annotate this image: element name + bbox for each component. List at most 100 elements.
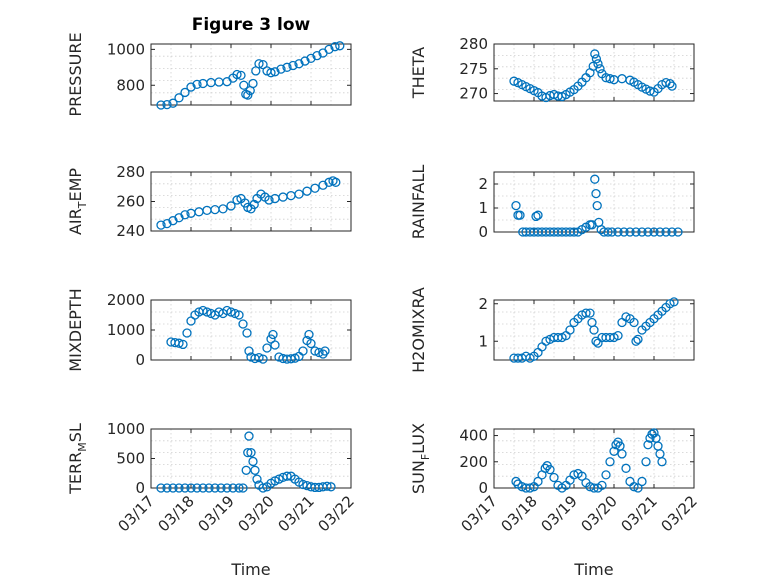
data-point [589,483,599,493]
x-axis-label-left: Time [230,560,270,579]
data-point [545,464,555,475]
data-point [186,483,196,493]
data-point [326,482,336,492]
data-point [238,319,248,329]
data-point [665,79,675,89]
data-point [581,308,591,318]
data-point [591,336,601,346]
data-point [657,457,667,467]
data-point [306,338,316,349]
data-point [204,483,214,493]
data-point [593,59,603,69]
data-point [156,100,166,110]
data-point [210,204,220,215]
x-tick-label: 03/21 [275,492,318,535]
data-point [238,483,248,493]
data-point [637,476,647,487]
data-point [625,476,635,487]
x-tick-label: 03/20 [578,492,621,535]
data-point [625,227,635,237]
data-point [198,305,208,316]
data-point [617,74,627,84]
data-point [239,80,249,90]
y-tick-label: 0 [135,479,145,497]
data-point [649,227,659,237]
y-axis-label: THETA [409,47,428,99]
data-point [156,483,166,493]
y-tick-label: 280 [116,163,145,181]
subplot-h2omixra: 1 2 H2OMIXRA [409,287,695,373]
data-point [243,447,253,458]
data-point [591,54,602,64]
data-point [540,463,550,473]
data-point [242,328,252,338]
data-point [248,456,258,467]
data-point [314,347,324,358]
data-point [655,227,665,237]
data-point [226,201,236,211]
y-tick-label: 200 [459,453,488,471]
data-point [226,307,236,317]
data-point [282,62,292,72]
y-tick-label: 0 [135,351,145,369]
y-tick-label: 1000 [107,420,145,438]
data-point [162,99,172,110]
y-tick-label: 240 [116,222,145,240]
data-point [324,177,334,187]
x-tick-label: 03/19 [195,492,238,535]
data-point [168,98,178,108]
data-point [244,431,254,441]
axes-box [150,43,352,106]
data-point [605,74,615,84]
data-point [537,342,547,352]
figure-title: Figure 3 low [192,15,311,35]
data-point [549,472,559,483]
data-point [322,481,332,491]
data-point [511,476,521,487]
data-point [294,189,304,199]
data-point [587,317,597,328]
data-point [669,297,679,307]
data-point [156,220,166,230]
data-point [222,305,232,316]
data-point [252,474,262,484]
data-point [182,328,192,338]
data-point [515,210,525,220]
data-point [667,227,677,237]
data-point [633,334,643,345]
data-point [673,227,683,237]
x-tick-label: 03/18 [498,492,541,535]
data-point [601,470,611,480]
data-point [192,79,202,90]
y-axis-label: MIXDEPTH [66,288,85,371]
data-point [592,200,602,211]
data-point [288,60,298,71]
data-point [577,471,587,481]
data-point [174,483,184,493]
data-point [324,44,334,55]
data-point [631,227,641,237]
data-point [637,227,647,237]
x-tick-label: 03/18 [155,492,198,535]
axes-box [493,171,695,233]
data-point [232,69,242,80]
data-point [593,338,603,348]
data-point [241,465,251,475]
y-tick-label: 2 [478,295,488,313]
y-tick-label: 270 [459,85,488,103]
data-point [310,346,320,356]
data-point [629,482,639,492]
data-point [222,77,232,87]
data-point [609,446,619,456]
data-point [306,53,316,64]
data-point [300,56,310,66]
data-point [617,449,627,459]
data-point [216,483,226,493]
data-point [331,177,341,187]
x-tick-label: 03/17 [458,492,501,535]
data-point [180,210,190,220]
data-point [655,449,665,459]
data-point [222,483,232,493]
data-point [266,68,276,78]
